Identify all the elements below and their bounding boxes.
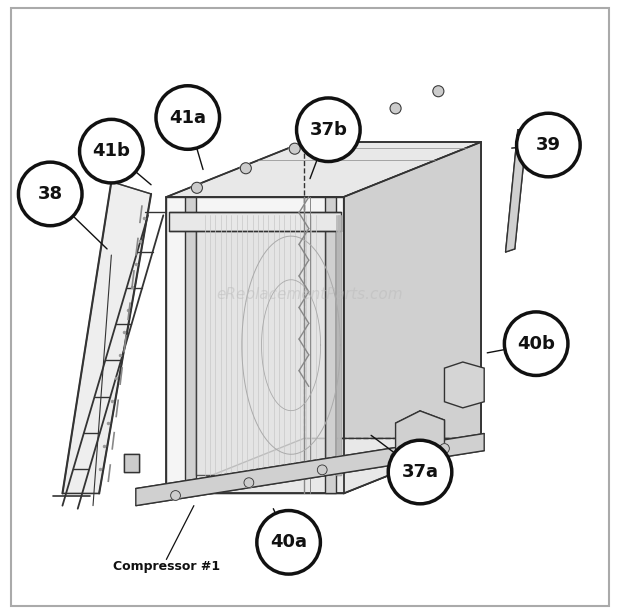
Circle shape <box>504 312 568 375</box>
Text: 40b: 40b <box>517 335 555 352</box>
Circle shape <box>433 86 444 97</box>
Polygon shape <box>185 197 196 494</box>
Circle shape <box>440 443 450 453</box>
Circle shape <box>257 510 321 574</box>
Circle shape <box>390 103 401 114</box>
Polygon shape <box>326 197 336 494</box>
Polygon shape <box>505 130 527 252</box>
Polygon shape <box>169 212 340 231</box>
Circle shape <box>289 143 300 154</box>
Circle shape <box>79 119 143 183</box>
Text: 38: 38 <box>38 185 63 203</box>
Polygon shape <box>136 433 484 506</box>
Polygon shape <box>445 362 484 408</box>
Polygon shape <box>166 438 481 494</box>
Text: 39: 39 <box>536 136 561 154</box>
Polygon shape <box>166 142 481 197</box>
Circle shape <box>19 162 82 226</box>
Circle shape <box>317 465 327 475</box>
Circle shape <box>516 113 580 177</box>
Circle shape <box>156 86 219 149</box>
Circle shape <box>241 163 251 174</box>
Circle shape <box>338 123 349 134</box>
Circle shape <box>192 182 202 193</box>
Text: 41b: 41b <box>92 142 130 160</box>
Polygon shape <box>123 454 139 472</box>
Polygon shape <box>336 216 340 475</box>
Text: 37b: 37b <box>309 121 347 139</box>
Polygon shape <box>396 411 445 475</box>
Text: 37a: 37a <box>402 463 438 481</box>
Polygon shape <box>166 197 343 494</box>
Circle shape <box>391 452 401 462</box>
Circle shape <box>388 440 452 504</box>
Circle shape <box>296 98 360 161</box>
Text: 40a: 40a <box>270 534 307 551</box>
Text: Compressor #1: Compressor #1 <box>113 560 220 573</box>
Circle shape <box>170 491 180 500</box>
Polygon shape <box>63 182 151 494</box>
Polygon shape <box>196 216 326 475</box>
Text: 41a: 41a <box>169 109 206 126</box>
Polygon shape <box>343 142 481 494</box>
Text: eReplacementParts.com: eReplacementParts.com <box>216 287 404 302</box>
Circle shape <box>244 478 254 488</box>
